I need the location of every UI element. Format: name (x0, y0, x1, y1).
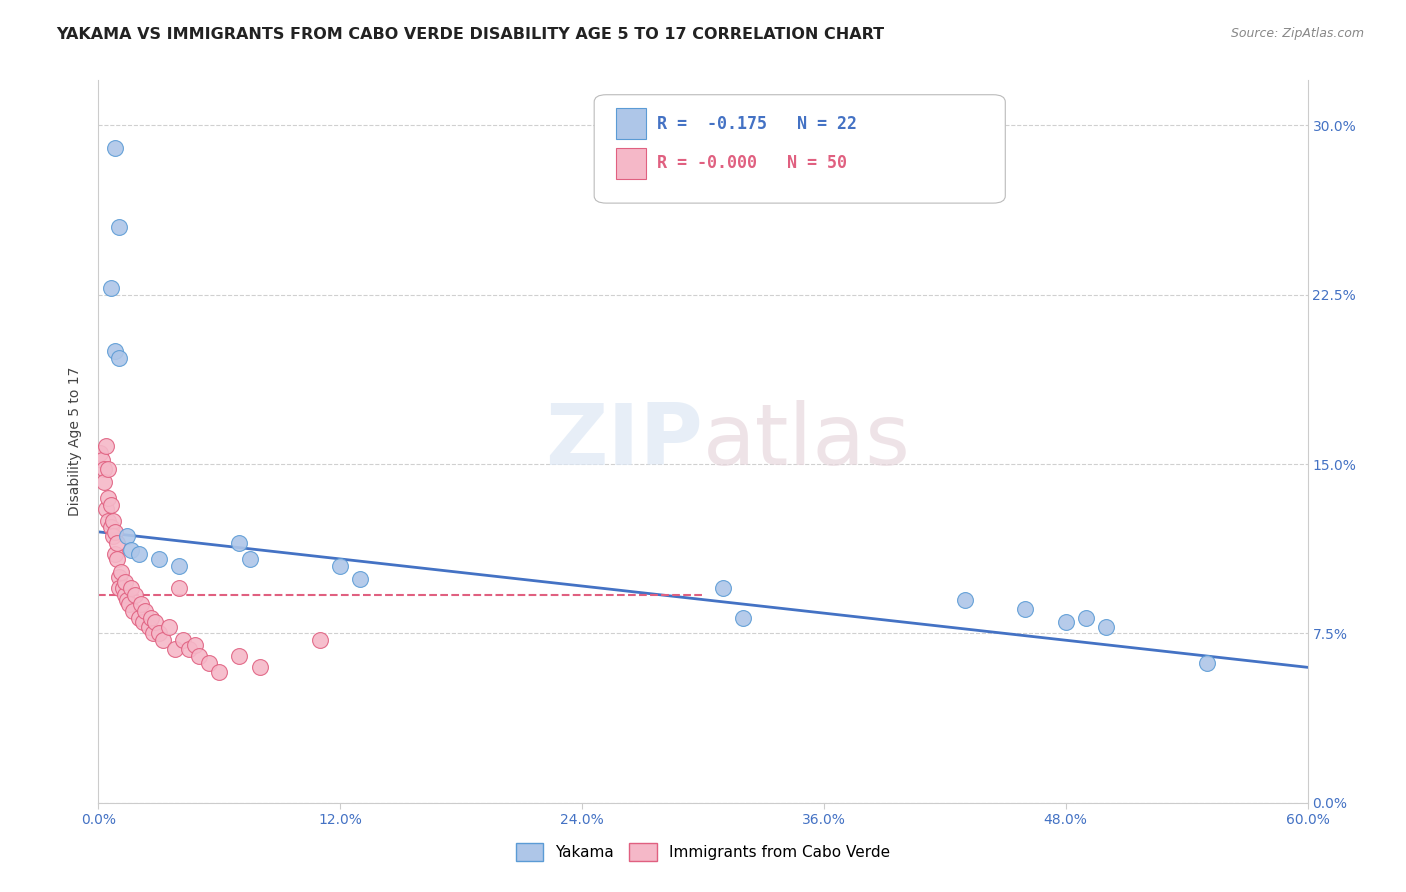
Point (1095, 620, 1118, 634)
Point (228, 648, 250, 663)
Point (329, 558, 352, 573)
Point (309, 633, 332, 648)
Point (1054, 615, 1077, 630)
Point (172, 633, 194, 648)
Point (143, 615, 166, 630)
Point (121, 604, 143, 618)
Point (91, 452, 114, 467)
Point (93, 475, 115, 490)
Point (100, 520, 122, 534)
Point (134, 604, 156, 618)
Point (208, 665, 231, 679)
Point (89, 446, 111, 460)
Text: R = -0.000   N = 50: R = -0.000 N = 50 (657, 154, 846, 172)
Point (103, 524, 125, 539)
FancyBboxPatch shape (616, 109, 647, 139)
Point (198, 656, 221, 670)
Point (101, 529, 124, 543)
Legend: Yakama, Immigrants from Cabo Verde: Yakama, Immigrants from Cabo Verde (509, 837, 897, 867)
Point (953, 592, 976, 607)
Point (152, 633, 174, 648)
Point (107, 220, 129, 235)
Point (239, 552, 262, 566)
Point (1074, 610, 1097, 624)
Point (100, 498, 122, 512)
Point (711, 582, 734, 596)
Point (249, 660, 271, 674)
Point (188, 648, 211, 663)
Point (1195, 656, 1218, 670)
Point (1014, 601, 1036, 615)
Point (167, 558, 190, 573)
Text: ZIP: ZIP (546, 400, 703, 483)
Point (179, 642, 201, 657)
FancyBboxPatch shape (616, 148, 647, 178)
Point (114, 574, 136, 589)
Point (184, 638, 207, 652)
Point (97, 514, 120, 528)
Text: Source: ZipAtlas.com: Source: ZipAtlas.com (1230, 27, 1364, 40)
Point (142, 626, 165, 640)
Point (96, 502, 118, 516)
Point (103, 141, 125, 155)
Point (128, 548, 150, 562)
Point (120, 542, 142, 557)
Point (107, 351, 129, 365)
Point (157, 620, 180, 634)
Text: atlas: atlas (703, 400, 911, 483)
Point (128, 610, 150, 624)
Point (349, 572, 371, 586)
Point (107, 570, 129, 584)
Point (103, 548, 125, 562)
Point (132, 615, 155, 630)
Point (228, 536, 250, 550)
Y-axis label: Disability Age 5 to 17: Disability Age 5 to 17 (69, 367, 83, 516)
Point (111, 582, 134, 596)
Point (120, 582, 142, 596)
Point (148, 626, 170, 640)
Point (96, 439, 118, 453)
Text: YAKAMA VS IMMIGRANTS FROM CABO VERDE DISABILITY AGE 5 TO 17 CORRELATION CHART: YAKAMA VS IMMIGRANTS FROM CABO VERDE DIS… (56, 27, 884, 42)
Point (114, 588, 136, 602)
Point (129, 597, 152, 611)
Point (105, 536, 128, 550)
Point (100, 281, 122, 295)
Point (110, 566, 132, 580)
Point (103, 344, 125, 359)
Point (105, 552, 128, 566)
Point (163, 642, 186, 657)
Point (124, 588, 146, 602)
Point (115, 592, 138, 607)
Point (138, 620, 160, 634)
Point (733, 610, 755, 624)
FancyBboxPatch shape (595, 95, 1005, 203)
Point (93, 461, 115, 475)
Point (115, 529, 138, 543)
Point (101, 514, 124, 528)
Point (97, 491, 120, 505)
Text: R =  -0.175   N = 22: R = -0.175 N = 22 (657, 115, 858, 133)
Point (167, 582, 190, 596)
Point (107, 582, 129, 596)
Point (139, 610, 162, 624)
Point (148, 552, 170, 566)
Point (118, 597, 141, 611)
Point (97, 461, 120, 475)
